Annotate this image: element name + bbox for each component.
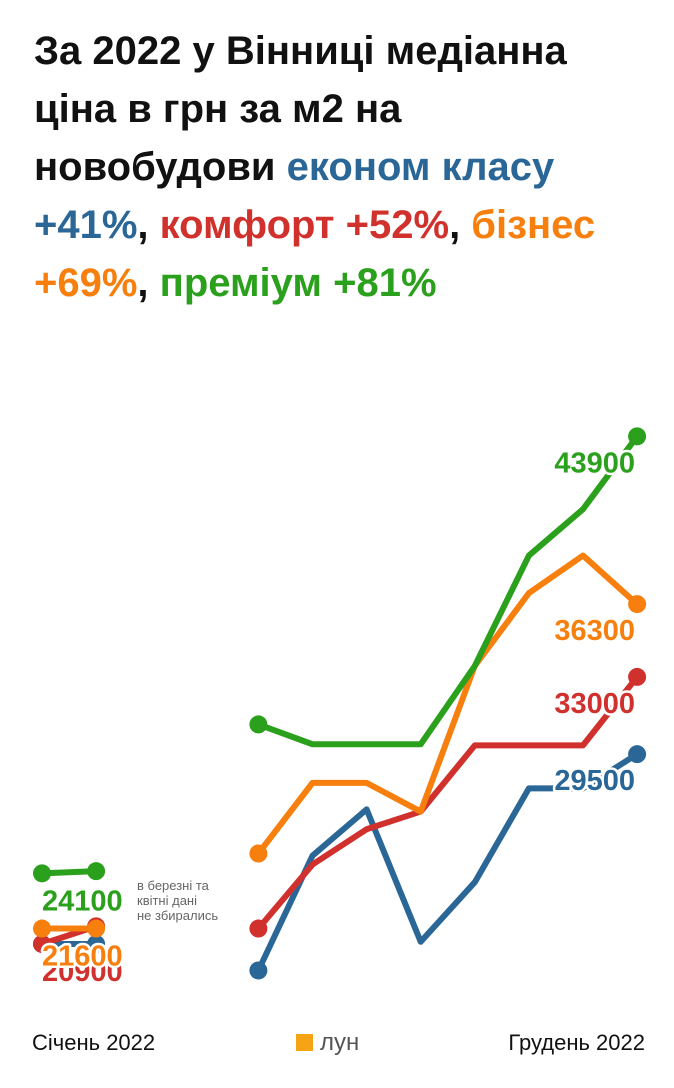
chart-title: За 2022 у Вінниці медіанна ціна в грн за… [34,22,634,312]
point [33,919,51,938]
title-part: , [137,261,160,305]
point [249,715,268,734]
series-line [41,434,640,877]
value-label: 36300 [554,615,635,647]
point [87,934,106,953]
series-line [42,552,640,932]
point [33,864,51,883]
x-tick-label: Січень 2022 [32,1030,155,1055]
value-label: 21600 [42,941,123,973]
title-part: , [137,203,160,247]
point [249,844,268,863]
logo-icon [296,1034,313,1051]
point [87,862,106,881]
title-part: комфорт +52% [159,203,450,247]
title-part: За 2022 у Вінниці медіанна ціна в грн за… [34,29,567,189]
series-line [42,751,639,972]
point [628,427,647,446]
title-part: економ класу +41% [34,145,555,247]
title-part: преміум +81% [159,261,437,305]
annotation-line: квітні дані [137,893,197,908]
series-line [41,675,640,947]
logo: лун [320,1029,359,1056]
annotation-line: в березні та [137,878,210,893]
point [628,667,647,686]
point [249,919,268,938]
point [87,919,106,938]
point [33,934,51,953]
value-label: 24100 [42,885,123,917]
value-label: 43900 [554,447,635,479]
title-part: , [449,203,472,247]
annotation-line: не збирались [137,908,218,923]
point [628,595,647,614]
point [249,961,268,980]
title-part: бізнес +69% [34,203,596,305]
value-label: 20900 [42,956,123,988]
x-tick-label: Грудень 2022 [508,1030,645,1055]
annotation: в березні та квітні дані не збирались [137,878,218,923]
value-label: 29500 [554,765,635,797]
value-label: 33000 [554,688,635,720]
point [628,745,647,764]
